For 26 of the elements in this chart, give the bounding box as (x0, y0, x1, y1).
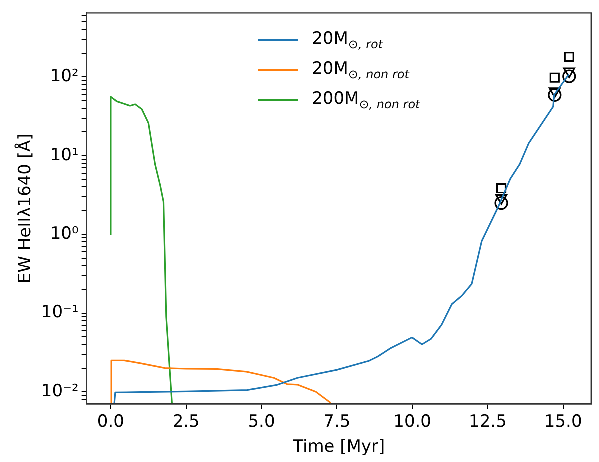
legend-label: 200M$_{⊙, non rot}$ (312, 88, 420, 112)
point (548, 88, 561, 98)
x-tick-label: 0.0 (97, 412, 124, 432)
point (564, 52, 574, 62)
x-tick-label: 10.0 (394, 412, 432, 432)
legend-label: 20M$_{⊙, non rot}$ (312, 58, 410, 82)
x-tick-label: 15.0 (544, 412, 582, 432)
point (494, 196, 508, 210)
point (550, 72, 560, 83)
point (548, 88, 562, 102)
x-tick-label: 7.5 (324, 412, 351, 432)
y-tick-label: 10² (50, 66, 79, 87)
point (496, 183, 507, 194)
x-axis-title: Time [Myr] (292, 437, 386, 458)
x-tick-label: 5.0 (248, 412, 276, 432)
x-tick-label: 2.5 (172, 412, 200, 432)
point (563, 68, 576, 78)
y-tick-label: 10⁻² (41, 381, 79, 402)
x-tick-label: 12.5 (469, 412, 507, 432)
point (496, 194, 508, 205)
y-tick-label: 10⁰ (50, 224, 79, 244)
y-tick-label: 10¹ (50, 145, 79, 166)
point (562, 70, 576, 84)
y-axis-title: EW HeIIλ1640 [Å] (14, 134, 36, 284)
y-tick-label: 10⁻¹ (41, 302, 79, 323)
legend-label: 20M$_{⊙, rot}$ (312, 28, 384, 52)
